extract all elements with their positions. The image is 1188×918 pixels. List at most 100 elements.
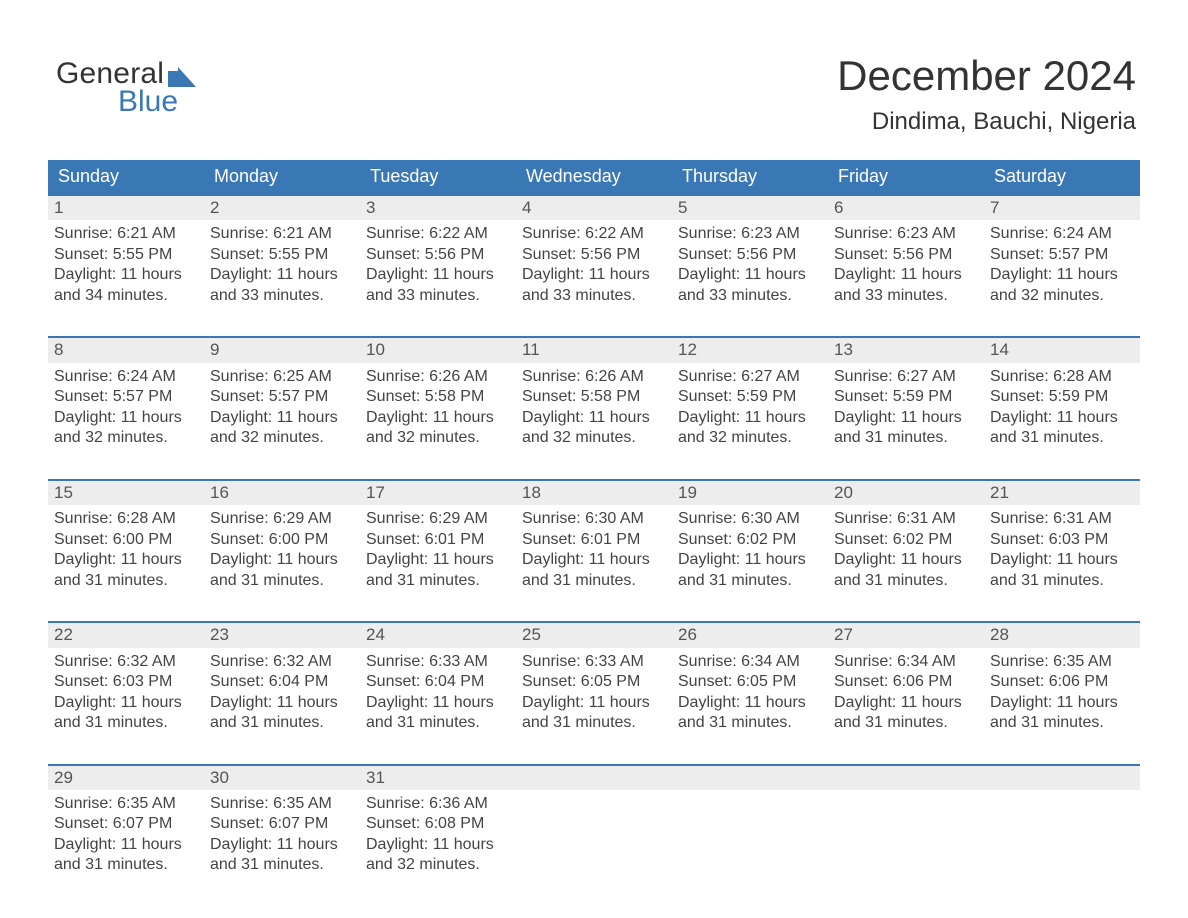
sunset-text: Sunset: 5:58 PM [366,387,510,407]
sunrise-text: Sunrise: 6:26 AM [366,367,510,387]
day-body-cell: Sunrise: 6:28 AMSunset: 5:59 PMDaylight:… [984,363,1140,451]
sunrise-text: Sunrise: 6:29 AM [366,509,510,529]
daylight-text-line2: and 33 minutes. [834,286,978,306]
logo-flag-icon [168,67,196,87]
day-body-cell: Sunrise: 6:23 AMSunset: 5:56 PMDaylight:… [672,220,828,308]
daylight-text-line1: Daylight: 11 hours [210,265,354,285]
sunset-text: Sunset: 6:05 PM [678,672,822,692]
day-body-cell: Sunrise: 6:32 AMSunset: 6:03 PMDaylight:… [48,648,204,736]
sunset-text: Sunset: 5:56 PM [834,245,978,265]
logo-text-blue: Blue [56,86,196,118]
daylight-text-line1: Daylight: 11 hours [834,550,978,570]
sunset-text: Sunset: 5:59 PM [678,387,822,407]
sunrise-text: Sunrise: 6:35 AM [54,794,198,814]
day-body-cell: Sunrise: 6:26 AMSunset: 5:58 PMDaylight:… [360,363,516,451]
day-number-cell: 14 [984,338,1140,362]
daylight-text-line1: Daylight: 11 hours [834,265,978,285]
day-body-cell: Sunrise: 6:21 AMSunset: 5:55 PMDaylight:… [48,220,204,308]
sunset-text: Sunset: 6:00 PM [54,530,198,550]
daylight-text-line2: and 32 minutes. [366,428,510,448]
sunset-text: Sunset: 6:02 PM [678,530,822,550]
day-number-cell: 9 [204,338,360,362]
sunset-text: Sunset: 6:06 PM [990,672,1134,692]
weeks-container: 1234567Sunrise: 6:21 AMSunset: 5:55 PMDa… [48,194,1140,878]
daylight-text-line2: and 33 minutes. [210,286,354,306]
week-row: 22232425262728Sunrise: 6:32 AMSunset: 6:… [48,621,1140,735]
daylight-text-line1: Daylight: 11 hours [678,693,822,713]
daylight-text-line1: Daylight: 11 hours [990,265,1134,285]
daylight-text-line2: and 31 minutes. [366,713,510,733]
day-body-cell: Sunrise: 6:35 AMSunset: 6:07 PMDaylight:… [48,790,204,878]
day-number-cell: 30 [204,766,360,790]
sunrise-text: Sunrise: 6:33 AM [366,652,510,672]
day-body-cell [984,790,1140,878]
day-number-cell: 22 [48,623,204,647]
week-row: 1234567Sunrise: 6:21 AMSunset: 5:55 PMDa… [48,194,1140,308]
sunrise-text: Sunrise: 6:32 AM [210,652,354,672]
day-body-cell: Sunrise: 6:27 AMSunset: 5:59 PMDaylight:… [828,363,984,451]
day-number-cell [516,766,672,790]
daylight-text-line1: Daylight: 11 hours [522,693,666,713]
week-row: 891011121314Sunrise: 6:24 AMSunset: 5:57… [48,336,1140,450]
daylight-text-line1: Daylight: 11 hours [366,693,510,713]
sunrise-text: Sunrise: 6:24 AM [54,367,198,387]
day-body-cell: Sunrise: 6:22 AMSunset: 5:56 PMDaylight:… [516,220,672,308]
daylight-text-line1: Daylight: 11 hours [522,265,666,285]
day-header-thursday: Thursday [672,160,828,194]
daylight-text-line2: and 31 minutes. [210,855,354,875]
daylight-text-line2: and 31 minutes. [210,571,354,591]
daylight-text-line1: Daylight: 11 hours [990,693,1134,713]
sunset-text: Sunset: 5:55 PM [210,245,354,265]
daylight-text-line1: Daylight: 11 hours [522,408,666,428]
week-row: 293031Sunrise: 6:35 AMSunset: 6:07 PMDay… [48,764,1140,878]
day-number-cell: 2 [204,196,360,220]
logo: General Blue [56,58,196,117]
day-header-sunday: Sunday [48,160,204,194]
day-number-cell: 10 [360,338,516,362]
sunrise-text: Sunrise: 6:28 AM [54,509,198,529]
sunset-text: Sunset: 6:05 PM [522,672,666,692]
sunrise-text: Sunrise: 6:29 AM [210,509,354,529]
day-body-cell [828,790,984,878]
day-body-cell: Sunrise: 6:31 AMSunset: 6:02 PMDaylight:… [828,505,984,593]
sunrise-text: Sunrise: 6:28 AM [990,367,1134,387]
daylight-text-line1: Daylight: 11 hours [210,550,354,570]
month-title: December 2024 [837,52,1136,100]
calendar-header-row: SundayMondayTuesdayWednesdayThursdayFrid… [48,160,1140,194]
daylight-text-line2: and 31 minutes. [990,713,1134,733]
daylight-text-line1: Daylight: 11 hours [834,408,978,428]
day-body-cell: Sunrise: 6:35 AMSunset: 6:07 PMDaylight:… [204,790,360,878]
sunrise-text: Sunrise: 6:21 AM [210,224,354,244]
sunset-text: Sunset: 6:01 PM [366,530,510,550]
daylight-text-line2: and 31 minutes. [210,713,354,733]
day-number-cell: 3 [360,196,516,220]
day-number-cell: 27 [828,623,984,647]
daylight-text-line2: and 32 minutes. [366,855,510,875]
sunset-text: Sunset: 6:08 PM [366,814,510,834]
sunset-text: Sunset: 6:07 PM [210,814,354,834]
day-body-cell: Sunrise: 6:26 AMSunset: 5:58 PMDaylight:… [516,363,672,451]
day-number-cell: 7 [984,196,1140,220]
location-text: Dindima, Bauchi, Nigeria [837,108,1136,136]
day-number-cell [984,766,1140,790]
daylight-text-line1: Daylight: 11 hours [990,408,1134,428]
day-number-cell: 12 [672,338,828,362]
day-number-cell: 18 [516,481,672,505]
daylight-text-line1: Daylight: 11 hours [54,408,198,428]
sunset-text: Sunset: 5:57 PM [210,387,354,407]
sunrise-text: Sunrise: 6:34 AM [834,652,978,672]
daylight-text-line1: Daylight: 11 hours [54,835,198,855]
daylight-text-line1: Daylight: 11 hours [210,835,354,855]
sunset-text: Sunset: 6:01 PM [522,530,666,550]
sunset-text: Sunset: 6:07 PM [54,814,198,834]
daylight-text-line2: and 31 minutes. [54,855,198,875]
daylight-text-line1: Daylight: 11 hours [678,550,822,570]
day-body-cell: Sunrise: 6:25 AMSunset: 5:57 PMDaylight:… [204,363,360,451]
sunrise-text: Sunrise: 6:22 AM [522,224,666,244]
day-number-cell: 6 [828,196,984,220]
sunrise-text: Sunrise: 6:22 AM [366,224,510,244]
daylight-text-line1: Daylight: 11 hours [678,408,822,428]
calendar: SundayMondayTuesdayWednesdayThursdayFrid… [48,160,1140,878]
daylight-text-line2: and 31 minutes. [990,428,1134,448]
sunset-text: Sunset: 5:58 PM [522,387,666,407]
